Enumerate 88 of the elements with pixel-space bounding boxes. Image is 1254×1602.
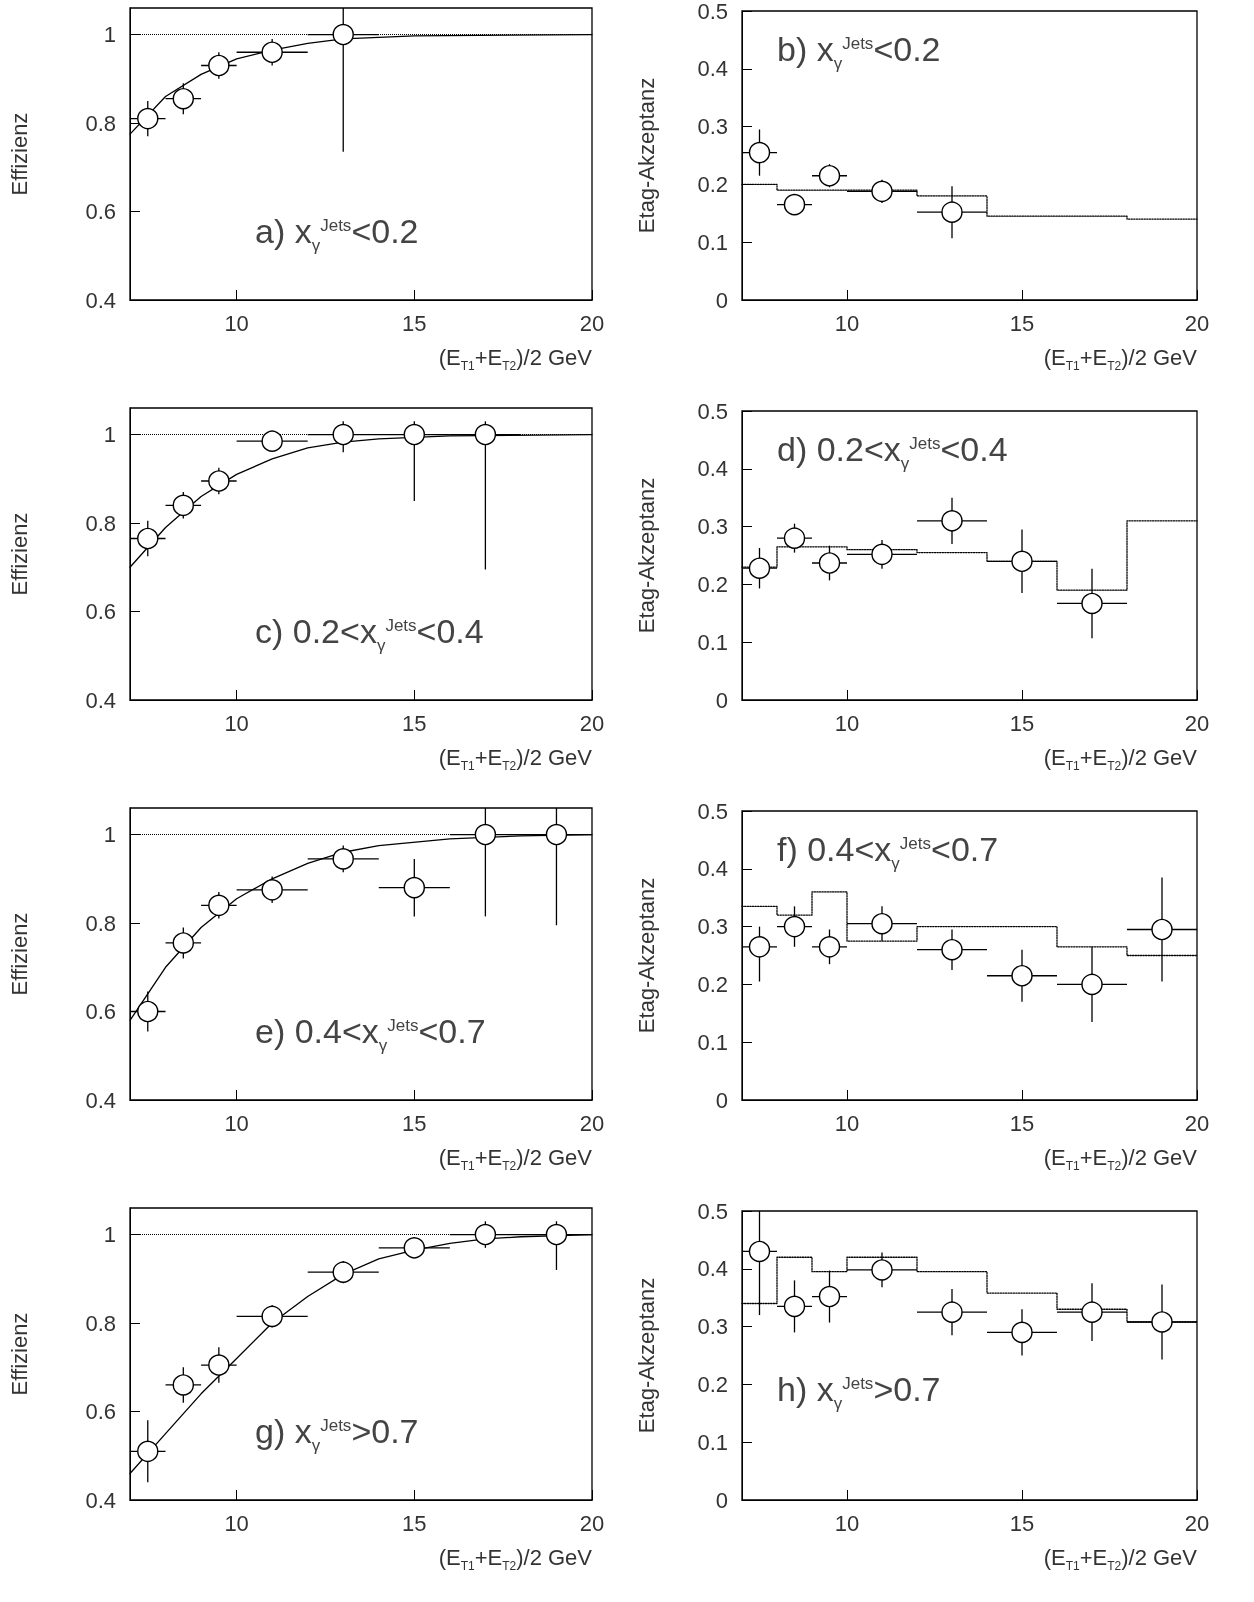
x-tick-label: 10 bbox=[224, 710, 249, 736]
y-tick-label: 0.8 bbox=[85, 510, 116, 536]
x-axis-title: (E$_{T1}$+E$_{T2}$)/2 GeV bbox=[438, 745, 592, 774]
y-tick-label: 0.2 bbox=[697, 1371, 728, 1397]
y-tick-label: 0.5 bbox=[697, 0, 728, 24]
y-axis-title: Effizienz bbox=[6, 112, 32, 196]
x-tick-label: 10 bbox=[834, 710, 860, 736]
annotation: d) 0.2<x$_{γ}$$^{Jets}$<0.4 bbox=[777, 430, 1008, 474]
annotation: f) 0.4<x$_{γ}$$^{Jets}$<0.7 bbox=[777, 830, 999, 874]
y-tick-label: 0.4 bbox=[85, 687, 116, 713]
y-tick-label: 0.8 bbox=[85, 110, 116, 136]
y-tick-label: 0 bbox=[715, 1087, 728, 1113]
y-tick-label: 0.2 bbox=[697, 971, 728, 997]
annotation: a) x$_{γ}$$^{Jets}$<0.2 bbox=[255, 212, 419, 256]
y-tick-label: 0.3 bbox=[697, 514, 728, 540]
y-tick-label: 0 bbox=[715, 687, 728, 713]
y-axis-title: Etag-Akzeptanz bbox=[633, 877, 659, 1034]
x-tick-label: 15 bbox=[402, 1110, 427, 1136]
x-axis-title: (E$_{T1}$+E$_{T2}$)/2 GeV bbox=[1043, 345, 1197, 374]
x-tick-label: 20 bbox=[1184, 310, 1210, 336]
y-tick-label: 0.5 bbox=[697, 1198, 728, 1224]
x-axis-title: (E$_{T1}$+E$_{T2}$)/2 GeV bbox=[438, 345, 592, 374]
y-tick-label: 0.6 bbox=[85, 599, 116, 625]
y-tick-label: 0.4 bbox=[85, 287, 116, 313]
y-tick-label: 0.2 bbox=[697, 571, 728, 597]
x-tick-label: 15 bbox=[1009, 1510, 1035, 1536]
x-tick-label: 20 bbox=[579, 1510, 605, 1536]
x-tick-label: 10 bbox=[224, 1510, 249, 1536]
y-tick-label: 0.3 bbox=[697, 1314, 728, 1340]
y-tick-label: 0.1 bbox=[697, 1429, 728, 1455]
y-axis-title: Etag-Akzeptanz bbox=[633, 77, 659, 234]
y-tick-label: 0.2 bbox=[697, 171, 728, 197]
y-tick-label: 0.4 bbox=[697, 456, 728, 482]
x-tick-label: 10 bbox=[834, 1510, 860, 1536]
y-tick-label: 0.1 bbox=[697, 229, 728, 255]
x-tick-label: 20 bbox=[1184, 1510, 1210, 1536]
y-axis-title: Effizienz bbox=[6, 512, 32, 596]
y-axis-title: Effizienz bbox=[6, 1312, 32, 1396]
x-tick-label: 20 bbox=[1184, 1110, 1210, 1136]
y-tick-label: 0.4 bbox=[85, 1087, 116, 1113]
y-tick-label: 1 bbox=[103, 1222, 116, 1248]
y-tick-label: 0.1 bbox=[697, 1029, 728, 1055]
y-tick-label: 0.3 bbox=[697, 114, 728, 140]
x-tick-label: 10 bbox=[224, 1110, 249, 1136]
y-axis-title: Etag-Akzeptanz bbox=[633, 477, 659, 634]
y-tick-label: 0.5 bbox=[697, 398, 728, 424]
x-tick-label: 15 bbox=[1009, 710, 1035, 736]
y-tick-label: 0.5 bbox=[697, 798, 728, 824]
y-axis-title: Effizienz bbox=[6, 912, 32, 996]
x-tick-label: 10 bbox=[834, 1110, 860, 1136]
x-tick-label: 15 bbox=[402, 310, 427, 336]
annotation: e) 0.4<x$_{γ}$$^{Jets}$<0.7 bbox=[255, 1012, 486, 1056]
y-tick-label: 0.6 bbox=[85, 999, 116, 1025]
y-tick-label: 1 bbox=[103, 822, 116, 848]
x-axis-title: (E$_{T1}$+E$_{T2}$)/2 GeV bbox=[438, 1145, 592, 1174]
x-axis-title: (E$_{T1}$+E$_{T2}$)/2 GeV bbox=[1043, 1145, 1197, 1174]
y-tick-label: 0.4 bbox=[697, 1256, 728, 1282]
y-tick-label: 0.4 bbox=[697, 56, 728, 82]
x-tick-label: 10 bbox=[224, 310, 249, 336]
y-axis-title: Etag-Akzeptanz bbox=[633, 1277, 659, 1434]
y-tick-label: 0.8 bbox=[85, 910, 116, 936]
y-tick-label: 0.4 bbox=[85, 1487, 116, 1513]
x-tick-label: 20 bbox=[1184, 710, 1210, 736]
x-axis-title: (E$_{T1}$+E$_{T2}$)/2 GeV bbox=[1043, 745, 1197, 774]
x-axis-title: (E$_{T1}$+E$_{T2}$)/2 GeV bbox=[1043, 1545, 1197, 1574]
annotation: b) x$_{γ}$$^{Jets}$<0.2 bbox=[777, 30, 941, 74]
x-tick-label: 20 bbox=[579, 1110, 605, 1136]
x-axis-title: (E$_{T1}$+E$_{T2}$)/2 GeV bbox=[438, 1545, 592, 1574]
y-tick-label: 0 bbox=[715, 287, 728, 313]
y-tick-label: 1 bbox=[103, 422, 116, 448]
y-tick-label: 1 bbox=[103, 22, 116, 48]
y-tick-label: 0.4 bbox=[697, 856, 728, 882]
x-tick-label: 15 bbox=[1009, 1110, 1035, 1136]
annotation: g) x$_{γ}$$^{Jets}$>0.7 bbox=[255, 1412, 419, 1456]
annotation: h) x$_{γ}$$^{Jets}$>0.7 bbox=[777, 1370, 941, 1414]
y-tick-label: 0 bbox=[715, 1487, 728, 1513]
x-tick-label: 20 bbox=[579, 310, 605, 336]
y-tick-label: 0.1 bbox=[697, 629, 728, 655]
y-tick-label: 0.8 bbox=[85, 1310, 116, 1336]
x-tick-label: 15 bbox=[1009, 310, 1035, 336]
x-tick-label: 20 bbox=[579, 710, 605, 736]
x-tick-label: 15 bbox=[402, 710, 427, 736]
x-tick-label: 15 bbox=[402, 1510, 427, 1536]
y-tick-label: 0.6 bbox=[85, 1399, 116, 1425]
y-tick-label: 0.3 bbox=[697, 914, 728, 940]
y-tick-label: 0.6 bbox=[85, 199, 116, 225]
x-tick-label: 10 bbox=[834, 310, 860, 336]
annotation: c) 0.2<x$_{γ}$$^{Jets}$<0.4 bbox=[255, 612, 484, 656]
